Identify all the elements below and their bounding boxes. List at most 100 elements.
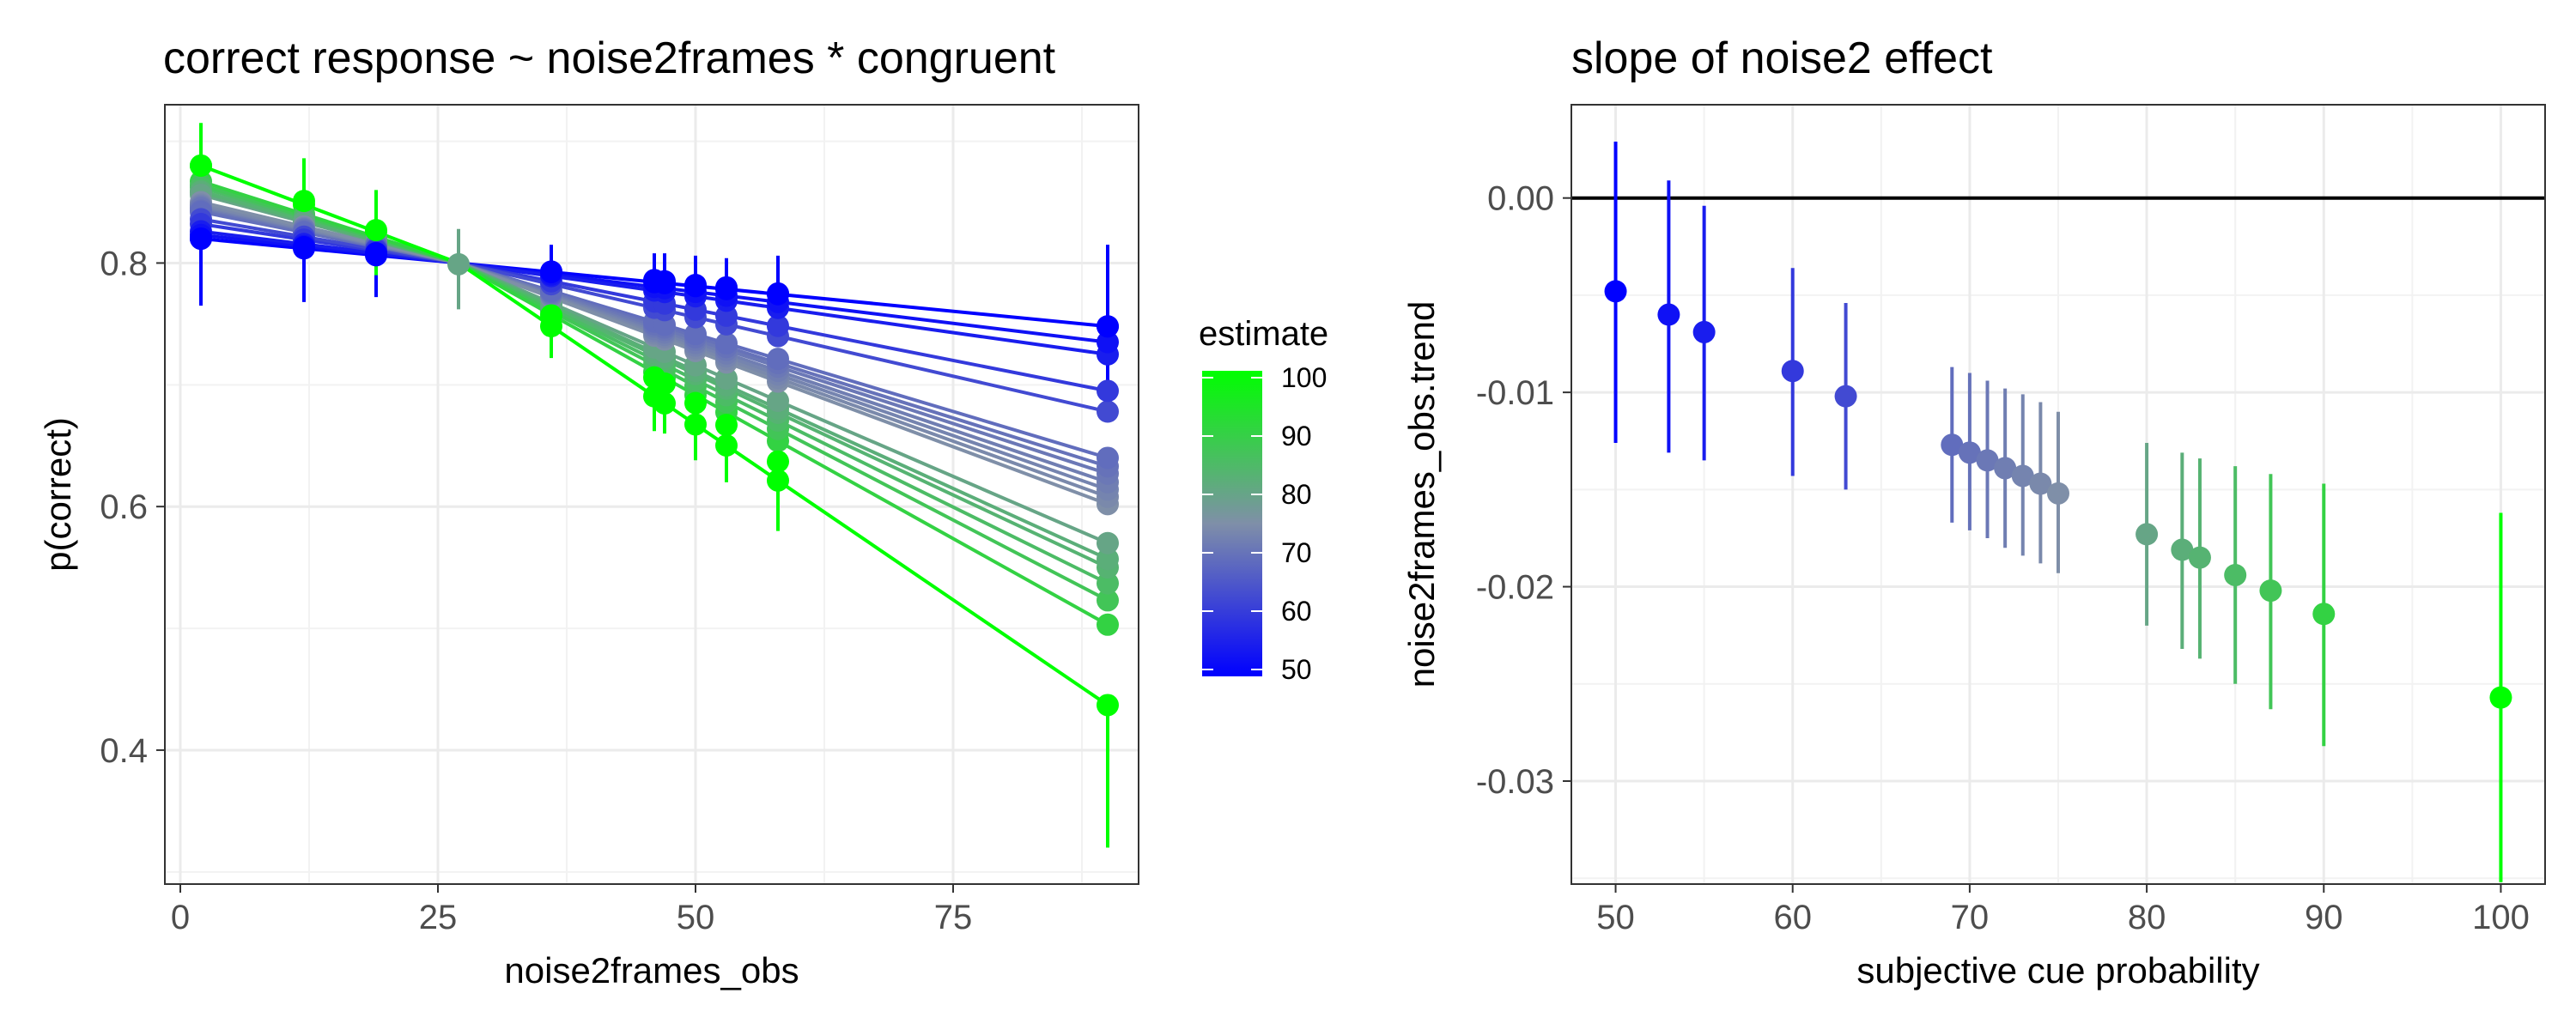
data-point [2047,482,2069,505]
data-point [715,433,738,457]
data-point [540,304,562,327]
left-points [190,154,1119,717]
x-tick-label: 70 [1951,899,1990,936]
right-x-axis-title: subjective cue probability [1856,950,2259,991]
data-point [1097,379,1119,403]
data-point [190,154,212,177]
left-y-axis-title: p(correct) [38,417,78,572]
left-chart-panel: correct response ~ noise2frames * congru… [38,33,1139,991]
data-point [767,450,789,473]
data-point [1097,694,1119,717]
x-tick-label: 25 [419,899,458,936]
left-chart-title: correct response ~ noise2frames * congru… [163,33,1056,83]
data-point [1097,400,1119,423]
data-point [2029,472,2052,495]
legend-ticks: 100 90 80 70 60 50 [1202,362,1327,685]
data-point [1097,613,1119,636]
data-point [2489,686,2512,709]
y-tick-label: -0.03 [1476,763,1554,801]
data-point [1994,457,2017,480]
y-tick-label: 0.6 [100,488,148,526]
data-point [684,273,707,296]
right-plot-border [1571,104,2546,885]
y-tick-label: 0.00 [1487,180,1554,218]
data-point [1604,280,1627,303]
data-point [767,314,789,337]
data-point [2224,563,2247,586]
data-point [684,391,707,415]
legend-tick-label: 80 [1281,479,1312,510]
data-point [1657,303,1680,326]
y-tick-label: -0.01 [1476,374,1554,412]
legend-tick-label: 50 [1281,654,1312,685]
x-tick-label: 50 [1596,899,1635,936]
data-point [1941,433,1964,457]
x-tick-label: 100 [2472,899,2530,936]
right-y-ticks: 0.00 -0.01 -0.02 -0.03 [1476,180,1571,801]
data-point [767,469,789,492]
data-point [1692,320,1716,343]
data-point [715,276,738,299]
y-tick-label: 0.8 [100,245,148,282]
legend-tick-label: 60 [1281,596,1312,627]
data-point [365,219,387,242]
data-point [2171,538,2194,561]
data-point [653,270,676,293]
right-points [1604,280,2512,709]
data-point [2011,464,2034,488]
data-point [1834,385,1857,408]
data-point [2188,546,2211,569]
data-point [767,282,789,305]
right-y-axis-title: noise2frames_obs.trend [1401,301,1442,688]
data-point [1097,531,1119,554]
data-point [293,235,315,258]
x-tick-label: 90 [2305,899,2343,936]
data-point [1958,441,1981,464]
data-point [540,260,562,283]
data-point [653,372,676,395]
data-point [1097,330,1119,354]
data-point [1097,315,1119,338]
left-x-ticks: 0 25 50 75 [171,884,972,936]
data-point [1097,548,1119,571]
data-point [653,391,676,415]
data-point [684,323,707,346]
legend-tick-label: 90 [1281,421,1312,451]
data-point [2312,603,2336,626]
data-point [715,414,738,437]
right-x-ticks: 50 60 70 80 90 100 [1596,884,2530,936]
x-tick-label: 0 [171,899,190,936]
data-point [1097,589,1119,612]
data-point [767,348,789,371]
data-point [190,227,212,251]
data-point [2136,523,2159,546]
left-y-ticks: 0.4 0.6 0.8 [100,245,165,770]
data-point [715,367,738,391]
left-plot-border [164,104,1139,885]
data-point [1097,572,1119,595]
x-tick-label: 60 [1773,899,1812,936]
data-point [293,190,315,213]
data-point [767,390,789,413]
y-tick-label: 0.4 [100,732,148,770]
right-chart-panel: slope of noise2 effect 50 60 70 80 90 100 0.0… [1401,33,2546,991]
data-point [1781,360,1804,383]
data-point [2259,579,2282,603]
data-point [447,252,470,276]
color-legend: estimate 100 90 80 70 60 50 [1199,315,1328,685]
legend-title: estimate [1199,315,1328,353]
right-chart-title: slope of noise2 effect [1571,33,1993,83]
data-point [1976,449,1999,472]
x-tick-label: 50 [677,899,715,936]
legend-tick-label: 100 [1281,362,1327,393]
x-tick-label: 80 [2128,899,2166,936]
legend-colorbar [1202,371,1262,676]
left-gridlines [165,105,1139,884]
data-point [365,242,387,265]
data-point [684,413,707,436]
left-x-axis-title: noise2frames_obs [504,950,799,991]
y-tick-label: -0.02 [1476,569,1554,607]
legend-tick-label: 70 [1281,537,1312,568]
x-tick-label: 75 [934,899,973,936]
